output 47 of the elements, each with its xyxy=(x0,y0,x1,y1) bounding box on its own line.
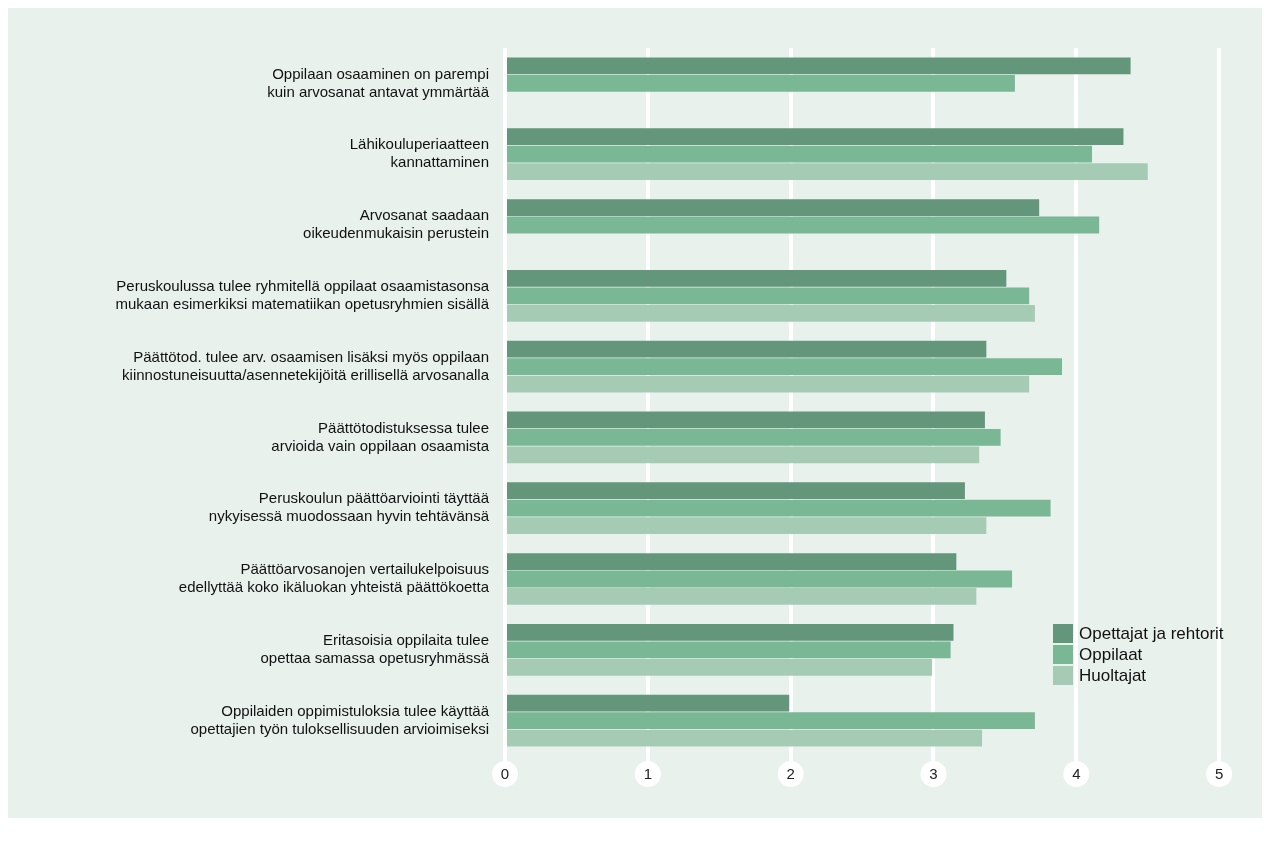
bar xyxy=(507,340,987,358)
bar xyxy=(507,163,1148,181)
y-tick-label: Oppilaan osaaminen on parempi kuin arvosanat antavat ymmärtää xyxy=(267,64,490,100)
y-tick-label: Oppilaiden oppimistuloksia tulee käyttää opettajien työn tuloksellisuuden arvioimiseksi xyxy=(190,701,490,737)
bar xyxy=(507,145,1093,163)
bar xyxy=(507,375,1030,393)
x-tick-label: 4 xyxy=(1072,765,1081,783)
bar xyxy=(507,712,1035,729)
bar xyxy=(507,269,1007,287)
legend-label: Huoltajat xyxy=(1079,665,1147,686)
legend-label: Oppilaat xyxy=(1079,644,1143,665)
y-tick-label: Arvosanat saadaan oikeudenmukaisin perustein xyxy=(303,206,489,242)
bar xyxy=(507,429,1001,446)
y-tick-label: Peruskoulussa tulee ryhmitellä oppilaat osaamistasonsa mukaan esimerkiksi matematiikan opetusryhmien sisällä xyxy=(115,276,490,312)
bar xyxy=(507,588,977,605)
bar xyxy=(507,358,1063,375)
bar xyxy=(507,446,980,464)
y-tick-label: Päättötod. tulee arv. osaamisen lisäksi myös oppilaan kiinnostuneisuutta/asennetekijöitä erillisellä arvosanalla xyxy=(122,347,490,383)
bar xyxy=(507,287,1030,305)
x-tick-label: 2 xyxy=(786,765,795,783)
bar xyxy=(507,658,933,676)
x-tick-label: 3 xyxy=(929,765,938,783)
bar xyxy=(507,199,1040,216)
bar xyxy=(507,128,1124,146)
legend-label: Opettajat ja rehtorit xyxy=(1079,623,1224,644)
bar xyxy=(507,75,1015,92)
bar xyxy=(507,304,1035,322)
bar xyxy=(507,694,790,712)
bar xyxy=(507,570,1013,588)
bar xyxy=(507,411,985,429)
bar xyxy=(507,57,1131,75)
bar xyxy=(507,623,954,641)
y-tick-label: Päättöarvosanojen vertailukelpoisuus edellyttää koko ikäluokan yhteistä päättökoetta xyxy=(178,560,490,596)
x-tick-label: 1 xyxy=(643,765,652,783)
y-tick-label: Peruskoulun päättöarviointi täyttää nykyisessä muodossaan hyvin tehtävänsä xyxy=(208,489,490,525)
x-tick-label: 0 xyxy=(500,765,510,783)
bar xyxy=(507,216,1100,234)
x-tick-label: 5 xyxy=(1214,765,1224,783)
bar xyxy=(507,517,987,535)
y-tick-label: Eritasoisia oppilaita tulee opettaa samassa opetusryhmässä xyxy=(260,630,490,666)
bar xyxy=(507,499,1051,517)
y-tick-label: Päättötodistuksessa tulee arvioida vain oppilaan osaamista xyxy=(271,418,490,454)
bar xyxy=(507,729,983,747)
bar xyxy=(507,553,957,570)
bar xyxy=(507,641,951,659)
y-tick-label: Lähikouluperiaatteen kannattaminen xyxy=(349,135,489,171)
bar xyxy=(507,482,965,500)
